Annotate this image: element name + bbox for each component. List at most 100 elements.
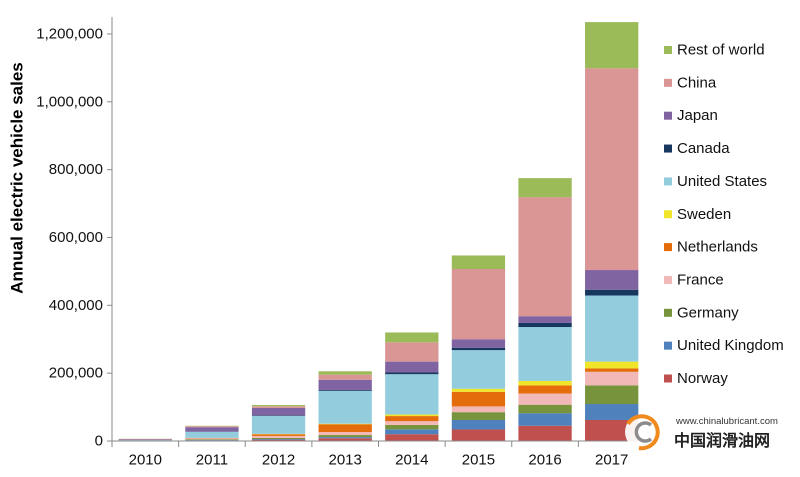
bar-2013-united-kingdom: [318, 437, 372, 439]
legend-swatch: [664, 111, 672, 120]
bar-2014-united-states: [385, 374, 439, 415]
bar-2014-netherlands: [385, 416, 439, 422]
legend-item-united-kingdom: United Kingdom: [664, 337, 784, 354]
bar-2013-canada: [318, 389, 372, 391]
bar-2011-united-states: [185, 431, 239, 438]
bar-2017-rest-of-world: [585, 22, 639, 69]
bar-2015-united-kingdom: [451, 419, 506, 430]
bar-2015-canada: [451, 347, 506, 351]
bar-2012-japan: [251, 407, 306, 416]
bar-2011-japan: [185, 427, 239, 432]
bar-2016-norway: [518, 425, 572, 441]
x-tick-label: 2010: [129, 452, 162, 469]
y-tick-label: 1,000,000: [36, 93, 103, 110]
bar-2012-rest-of-world: [251, 405, 306, 407]
x-tick-label: 2011: [196, 452, 228, 469]
bar-2017-netherlands: [585, 368, 639, 372]
bar-2012-canada: [251, 415, 306, 416]
bar-stack-2017: [585, 22, 639, 441]
legend-item-united-states: United States: [664, 173, 767, 190]
legend-item-norway: Norway: [664, 370, 728, 387]
bar-2012-france: [251, 435, 306, 438]
bar-2017-united-states: [585, 295, 639, 362]
bar-2014-japan: [385, 361, 439, 373]
bar-2016-united-states: [518, 327, 572, 381]
legend-item-germany: Germany: [664, 304, 739, 321]
bar-2017-germany: [585, 385, 639, 405]
legend-label: China: [677, 74, 717, 91]
legend-swatch: [664, 210, 672, 219]
bar-2013-netherlands: [318, 424, 372, 433]
y-tick-label: 400,000: [49, 297, 103, 314]
legend-swatch: [664, 46, 672, 54]
bar-2013-united-states: [318, 390, 372, 424]
bar-2017-sweden: [585, 361, 639, 369]
bar-2017-france: [585, 371, 639, 386]
bar-2015-germany: [451, 412, 506, 420]
x-tick-label: 2014: [395, 452, 428, 469]
bar-2014-germany: [385, 424, 439, 430]
watermark: www.chinalubricant.com 中国润滑油网: [625, 414, 778, 451]
bar-stack-2012: [251, 405, 306, 441]
bar-2016-germany: [518, 404, 572, 414]
bar-2013-japan: [318, 379, 372, 390]
watermark-logo-icon: [625, 414, 661, 450]
y-tick-label: 200,000: [49, 365, 103, 382]
bar-2011-france: [185, 438, 239, 440]
watermark-name: 中国润滑油网: [674, 431, 770, 450]
legend-label: United States: [677, 173, 767, 190]
watermark-url: www.chinalubricant.com: [675, 416, 778, 427]
bar-2015-china: [451, 269, 506, 340]
legend-item-china: China: [664, 74, 717, 91]
x-tick-label: 2013: [329, 452, 362, 469]
y-tick-label: 0: [95, 433, 103, 450]
bar-2015-rest-of-world: [451, 255, 506, 270]
legend-label: Japan: [677, 107, 718, 124]
bar-2017-china: [585, 68, 639, 271]
bar-2017-japan: [585, 270, 639, 290]
bar-2015-japan: [451, 339, 506, 348]
legend-item-france: France: [664, 271, 724, 288]
bar-2015-norway: [451, 429, 506, 441]
legend: Rest of world China Japan Canada United Stat…: [664, 42, 784, 387]
legend-swatch: [664, 78, 672, 87]
bar-stack-2013: [318, 371, 372, 441]
legend-item-japan: Japan: [664, 107, 718, 124]
legend-swatch: [664, 308, 672, 317]
bar-2015-france: [451, 406, 506, 413]
bar-2017-canada: [585, 289, 639, 296]
y-axis-label: Annual electric vehicle sales: [8, 62, 27, 294]
watermark-logo-c: [634, 421, 653, 443]
bar-2014-france: [385, 421, 439, 425]
bar-2014-canada: [385, 372, 439, 375]
bar-2013-norway: [318, 438, 372, 441]
legend-swatch: [664, 374, 672, 383]
bar-2010-japan: [118, 439, 172, 441]
legend-label: Sweden: [677, 206, 731, 223]
legend-item-canada: Canada: [664, 140, 730, 157]
bar-stack-2011: [185, 425, 239, 441]
bar-2014-rest-of-world: [385, 332, 439, 343]
bar-2016-united-kingdom: [518, 413, 572, 426]
legend-label: Canada: [677, 140, 730, 157]
legend-swatch: [664, 341, 672, 350]
bar-2013-rest-of-world: [318, 371, 372, 375]
bar-2012-china: [251, 406, 306, 408]
legend-swatch: [664, 144, 672, 153]
bar-2013-sweden: [318, 423, 372, 425]
legend-swatch: [664, 243, 672, 252]
legend-item-sweden: Sweden: [664, 206, 731, 223]
bar-stack-2014: [385, 332, 439, 441]
bar-2011-china: [185, 426, 239, 428]
bar-2016-france: [518, 393, 572, 405]
watermark-logo-arc: [626, 414, 660, 451]
bar-2014-united-kingdom: [385, 429, 439, 435]
legend-item-netherlands: Netherlands: [664, 239, 758, 256]
bar-2016-japan: [518, 316, 572, 323]
x-tick-label: 2015: [462, 452, 495, 469]
bar-2013-china: [318, 374, 372, 380]
legend-label: Rest of world: [677, 42, 765, 59]
bar-2012-germany: [251, 437, 306, 439]
legend-swatch: [664, 275, 672, 284]
bar-2013-france: [318, 432, 372, 436]
